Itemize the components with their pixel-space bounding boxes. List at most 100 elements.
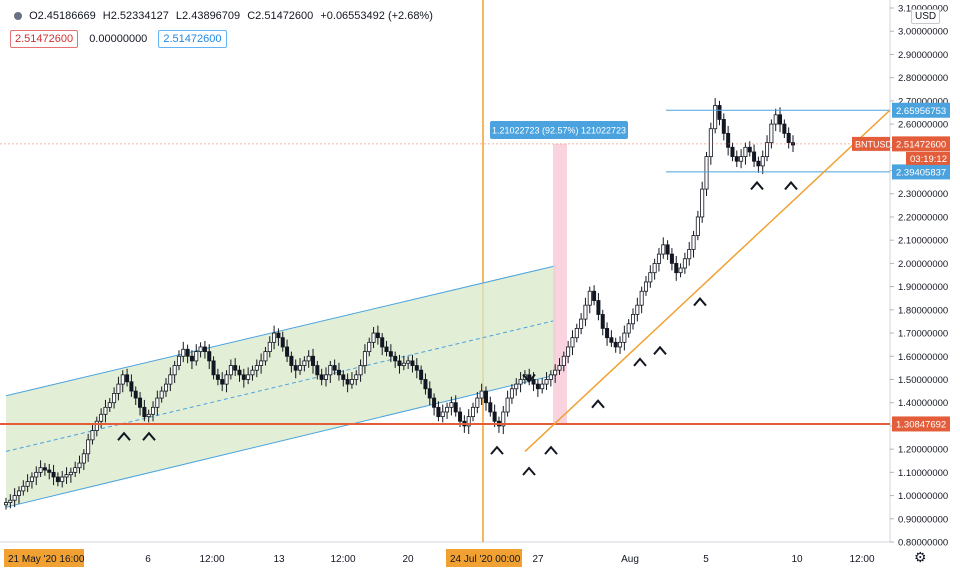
price-label-resistance-bg (892, 102, 950, 118)
candle-body (388, 351, 393, 357)
candle-body (648, 272, 653, 283)
candle-body (410, 360, 415, 366)
candle-body (682, 258, 687, 269)
x-tick-label: Aug (621, 554, 639, 565)
x-tick-label: 12:00 (849, 554, 874, 565)
price-axis[interactable]: 3.100000003.000000002.900000002.80000000… (890, 4, 950, 549)
candle-body (752, 151, 757, 162)
candle-body (332, 365, 337, 371)
candle-body (341, 374, 346, 380)
y-tick-label: 2.60000000 (898, 120, 948, 131)
caret-up-icon (117, 431, 131, 441)
candle-body (471, 406, 476, 418)
candle-body (483, 390, 488, 404)
x-highlight-marker-bg (446, 549, 522, 567)
x-highlight-start-bg (4, 549, 84, 567)
candle-body (678, 267, 683, 274)
time-axis[interactable]: 6 12:00 13 12:00 20 27 Aug 5 10 12:00 21 May '20 1… (4, 549, 875, 567)
candle-body (34, 471, 39, 478)
candle-body (605, 327, 610, 339)
price-label-support-bg (892, 416, 950, 432)
candle-body (311, 355, 316, 366)
candle-body (453, 402, 458, 413)
y-tick-label: 1.00000000 (898, 491, 948, 502)
candle-body (259, 360, 264, 366)
candle-body (445, 406, 450, 413)
candle-body (349, 379, 354, 385)
drawings-foreground: 1.21022723 (92.57%) 121022723 BNTUSD (0, 109, 893, 476)
candle-body (600, 314, 605, 329)
candle-body (622, 332, 627, 343)
candle-body (68, 471, 73, 476)
candle-body (773, 114, 778, 125)
candle-body (778, 114, 783, 125)
x-tick-label: 27 (532, 554, 544, 565)
candle-body (220, 379, 225, 385)
candle-body (215, 374, 220, 380)
candle-body (721, 119, 726, 134)
candle-body (8, 499, 13, 503)
candle-body (362, 351, 367, 366)
gear-icon[interactable]: ⚙ (914, 549, 927, 565)
x-tick-label: 12:00 (330, 554, 355, 565)
candle-body (626, 323, 631, 334)
ohlc-close: C2.51472600 (247, 10, 314, 22)
caret-down-icon (522, 373, 536, 384)
y-tick-label: 1.40000000 (898, 398, 948, 409)
candle-body (371, 332, 376, 343)
candle-body (458, 411, 463, 422)
candle-body (228, 365, 233, 376)
candle-body (81, 453, 86, 464)
candle-body (384, 346, 389, 353)
price-label-range-low: 2.39405837 (896, 167, 946, 178)
candle-body (336, 369, 341, 376)
candle-body (492, 411, 497, 422)
candle-body (708, 128, 713, 157)
candle-body (176, 355, 181, 366)
indicator-value-1[interactable]: 2.51472600 (10, 30, 79, 48)
candle-body (401, 362, 406, 366)
candle-body (393, 355, 398, 362)
candle-body (566, 346, 571, 357)
x-highlight-start: 21 May '20 16:00 (8, 554, 85, 565)
candle-body (687, 249, 692, 260)
currency-button[interactable]: USD (911, 9, 941, 24)
indicator-value-3[interactable]: 2.51472600 (158, 30, 227, 48)
candle-body (47, 469, 52, 473)
candle-body (142, 406, 147, 418)
candle-body (211, 360, 216, 376)
y-tick-label: 1.70000000 (898, 329, 948, 340)
candle-body (631, 314, 636, 325)
candle-body (29, 476, 34, 483)
indicator-value-2[interactable]: 0.00000000 (89, 33, 148, 45)
candle-body (514, 383, 519, 390)
candle-body (440, 411, 445, 418)
caret-up-icon (142, 431, 156, 441)
candle-body (207, 351, 212, 362)
visibility-dot-icon[interactable] (14, 12, 22, 21)
caret-up-icon (653, 345, 667, 355)
candle-body (488, 402, 493, 413)
range-measure-label-bg (490, 121, 628, 139)
candle-body (747, 146, 752, 153)
candle-body (557, 365, 562, 371)
candle-body (509, 388, 514, 399)
candle-body (194, 351, 199, 362)
price-label-current: 2.51472600 (896, 139, 946, 150)
candle-body (241, 374, 246, 380)
candle-body (432, 397, 437, 408)
candle-body (129, 381, 134, 392)
caret-up-icon (750, 180, 764, 191)
candle-body (64, 474, 69, 478)
candle-body (535, 383, 540, 390)
y-tick-label: 1.60000000 (898, 352, 948, 363)
y-tick-label: 0.80000000 (898, 538, 948, 549)
candle-body (345, 379, 350, 385)
candle-body (756, 160, 761, 167)
candle-body (665, 244, 670, 255)
candle-body (155, 397, 160, 408)
ohlc-low: L2.43896709 (175, 10, 241, 22)
countdown-label: 03:19:12 (910, 154, 947, 165)
candles-layer (4, 98, 796, 510)
